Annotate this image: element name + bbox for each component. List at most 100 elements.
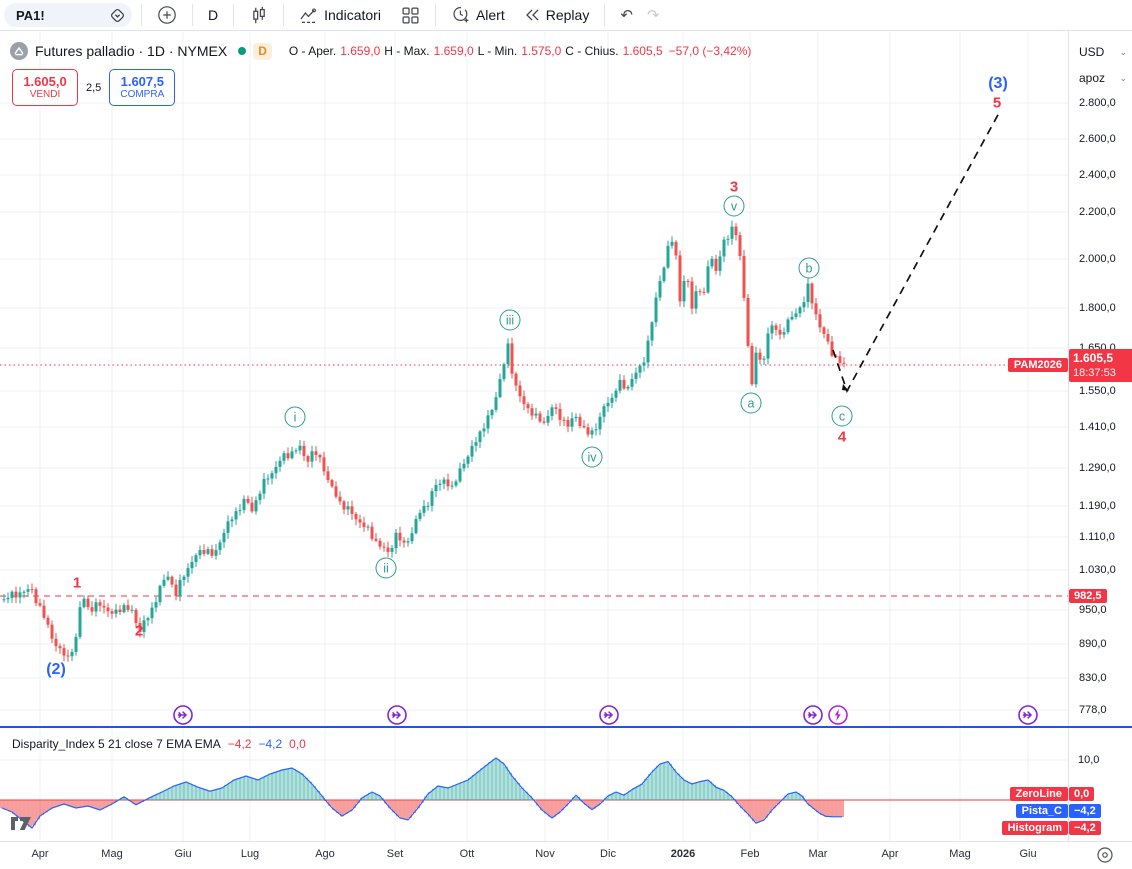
- chart-legend[interactable]: Futures palladio · 1D · NYMEX D O - Aper…: [10, 41, 751, 61]
- price-tick: 1.290,0: [1079, 462, 1116, 474]
- wave-label-b[interactable]: b: [798, 257, 820, 279]
- time-tick: Feb: [740, 848, 760, 860]
- spread-value: 2,5: [86, 81, 102, 94]
- replay-button[interactable]: Replay: [517, 3, 596, 27]
- time-tick: Dic: [600, 848, 616, 860]
- wave-label-a[interactable]: a: [740, 392, 762, 414]
- skip-forward-marker-icon[interactable]: [598, 704, 620, 726]
- time-tick: Mag: [101, 848, 123, 860]
- alert-clock-icon: [453, 6, 469, 23]
- replay-icon: [525, 9, 539, 21]
- wave-label-2[interactable]: (2): [46, 661, 66, 678]
- candlestick-icon: [253, 6, 265, 23]
- alert-button[interactable]: Alert: [445, 1, 511, 29]
- unit-value: apoz: [1079, 71, 1106, 85]
- price-tick: 1.030,0: [1079, 564, 1116, 576]
- wave-label-i[interactable]: i: [284, 406, 306, 428]
- chart-title[interactable]: Futures palladio · 1D · NYMEX: [35, 43, 228, 59]
- toolbar-separator: [192, 4, 193, 26]
- alert-level-axis-label[interactable]: 982,5: [1069, 589, 1107, 603]
- sell-label: VENDI: [29, 89, 61, 100]
- pane-separator[interactable]: [0, 726, 1132, 728]
- indicators-label: Indicatori: [324, 7, 381, 23]
- ohlc-row: O - Aper. 1.659,0 H - Max. 1.659,0 L - M…: [289, 44, 752, 58]
- skip-forward-marker-icon[interactable]: [1017, 704, 1039, 726]
- time-tick: Set: [386, 848, 404, 860]
- symbol-name: PA1!: [16, 7, 45, 23]
- toolbar-separator: [233, 4, 235, 26]
- histogram-name-label: Histogram: [1001, 821, 1068, 835]
- interval-button[interactable]: D: [202, 3, 224, 27]
- time-tick: Apr: [31, 848, 49, 860]
- add-symbol-button[interactable]: [151, 1, 183, 29]
- buy-label: COMPRA: [120, 89, 165, 100]
- symbol-search[interactable]: PA1!: [4, 3, 132, 27]
- time-tick: Nov: [535, 848, 555, 860]
- last-price-axis-label: 1.605,5 18:37:53: [1069, 349, 1132, 382]
- price-tick: 778,0: [1079, 704, 1107, 716]
- zeroline-value-label: 0,0: [1069, 787, 1095, 801]
- open-value: 1.659,0: [340, 44, 381, 58]
- flash-marker-icon[interactable]: [827, 704, 849, 726]
- toolbar-separator: [283, 4, 285, 26]
- timezone-settings-icon[interactable]: [1096, 846, 1114, 864]
- indicator-legend[interactable]: Disparity_Index 5 21 close 7 EMA EMA −4,…: [12, 737, 306, 751]
- wave-label-iii[interactable]: iii: [499, 309, 521, 331]
- currency-select[interactable]: USD ⌄: [1079, 45, 1127, 59]
- price-tick: 2.600,0: [1079, 133, 1116, 145]
- undo-icon[interactable]: ↶: [620, 7, 633, 24]
- market-status-icon: [238, 47, 247, 55]
- buy-button[interactable]: 1.607,5 COMPRA: [109, 69, 176, 106]
- high-label: H - Max.: [384, 44, 430, 58]
- sell-price: 1.605,0: [23, 74, 67, 89]
- wave-label-v[interactable]: v: [723, 195, 745, 217]
- redo-icon[interactable]: ↷: [646, 7, 660, 24]
- price-tick: 950,0: [1079, 604, 1107, 616]
- chart-style-button[interactable]: [243, 2, 274, 29]
- wave-label-ii[interactable]: ii: [375, 557, 397, 579]
- symbol-detail-icon: [111, 8, 124, 22]
- session-badge: D: [253, 42, 272, 60]
- unit-select[interactable]: apoz ⌄: [1079, 71, 1127, 85]
- close-label: C - Chius.: [565, 44, 619, 58]
- time-axis[interactable]: Apr Mag Giu Lug Ago Set Ott Nov Dic 2026 Feb Mar Apr…: [0, 841, 1132, 869]
- instrument-logo: [10, 42, 28, 60]
- price-tick: 1.190,0: [1079, 500, 1116, 512]
- wave-label-c[interactable]: c: [831, 405, 853, 427]
- price-tick: 1.550,0: [1079, 385, 1116, 397]
- wave-label-3[interactable]: 3: [729, 178, 739, 196]
- indicators-button[interactable]: Indicatori: [293, 2, 387, 28]
- skip-forward-marker-icon[interactable]: [802, 704, 824, 726]
- toolbar-separator: [141, 4, 142, 26]
- wave-label-1[interactable]: 1: [72, 574, 82, 592]
- price-axis[interactable]: USD ⌄ apoz ⌄ 2.800,0 2.600,0 2.400,0 2.200,…: [1068, 31, 1132, 841]
- currency-value: USD: [1079, 45, 1105, 59]
- open-label: O - Aper.: [288, 44, 337, 58]
- zeroline-name-label: ZeroLine: [1009, 787, 1068, 801]
- grid-layout-icon: [402, 6, 419, 24]
- skip-forward-marker-icon[interactable]: [386, 704, 408, 726]
- time-tick: Ott: [459, 848, 475, 860]
- price-tick: 1.410,0: [1079, 421, 1116, 433]
- indicator-value-2: −4,2: [258, 737, 283, 751]
- time-tick: Mag: [949, 848, 971, 860]
- wave-label-4[interactable]: 4: [837, 428, 847, 446]
- wave-label-2[interactable]: 2: [134, 622, 144, 640]
- low-value: 1.575,0: [521, 44, 562, 58]
- skip-forward-marker-icon[interactable]: [172, 704, 194, 726]
- high-value: 1.659,0: [433, 44, 474, 58]
- time-tick: Lug: [240, 848, 260, 860]
- sell-button[interactable]: 1.605,0 VENDI: [12, 69, 78, 106]
- histogram-value-label: −4,2: [1069, 821, 1101, 835]
- indicator-title: Disparity_Index 5 21 close 7 EMA EMA: [12, 737, 221, 751]
- time-tick: Ago: [315, 848, 335, 860]
- wave-label-3[interactable]: (3): [988, 75, 1008, 92]
- toolbar-separator: [604, 4, 606, 26]
- wave-label-5[interactable]: 5: [992, 94, 1002, 112]
- layout-grid-button[interactable]: [395, 2, 426, 29]
- last-price-value: 1.605,5: [1073, 351, 1114, 365]
- indicator-value-3: 0,0: [289, 737, 306, 751]
- wave-label-iv[interactable]: iv: [581, 446, 603, 468]
